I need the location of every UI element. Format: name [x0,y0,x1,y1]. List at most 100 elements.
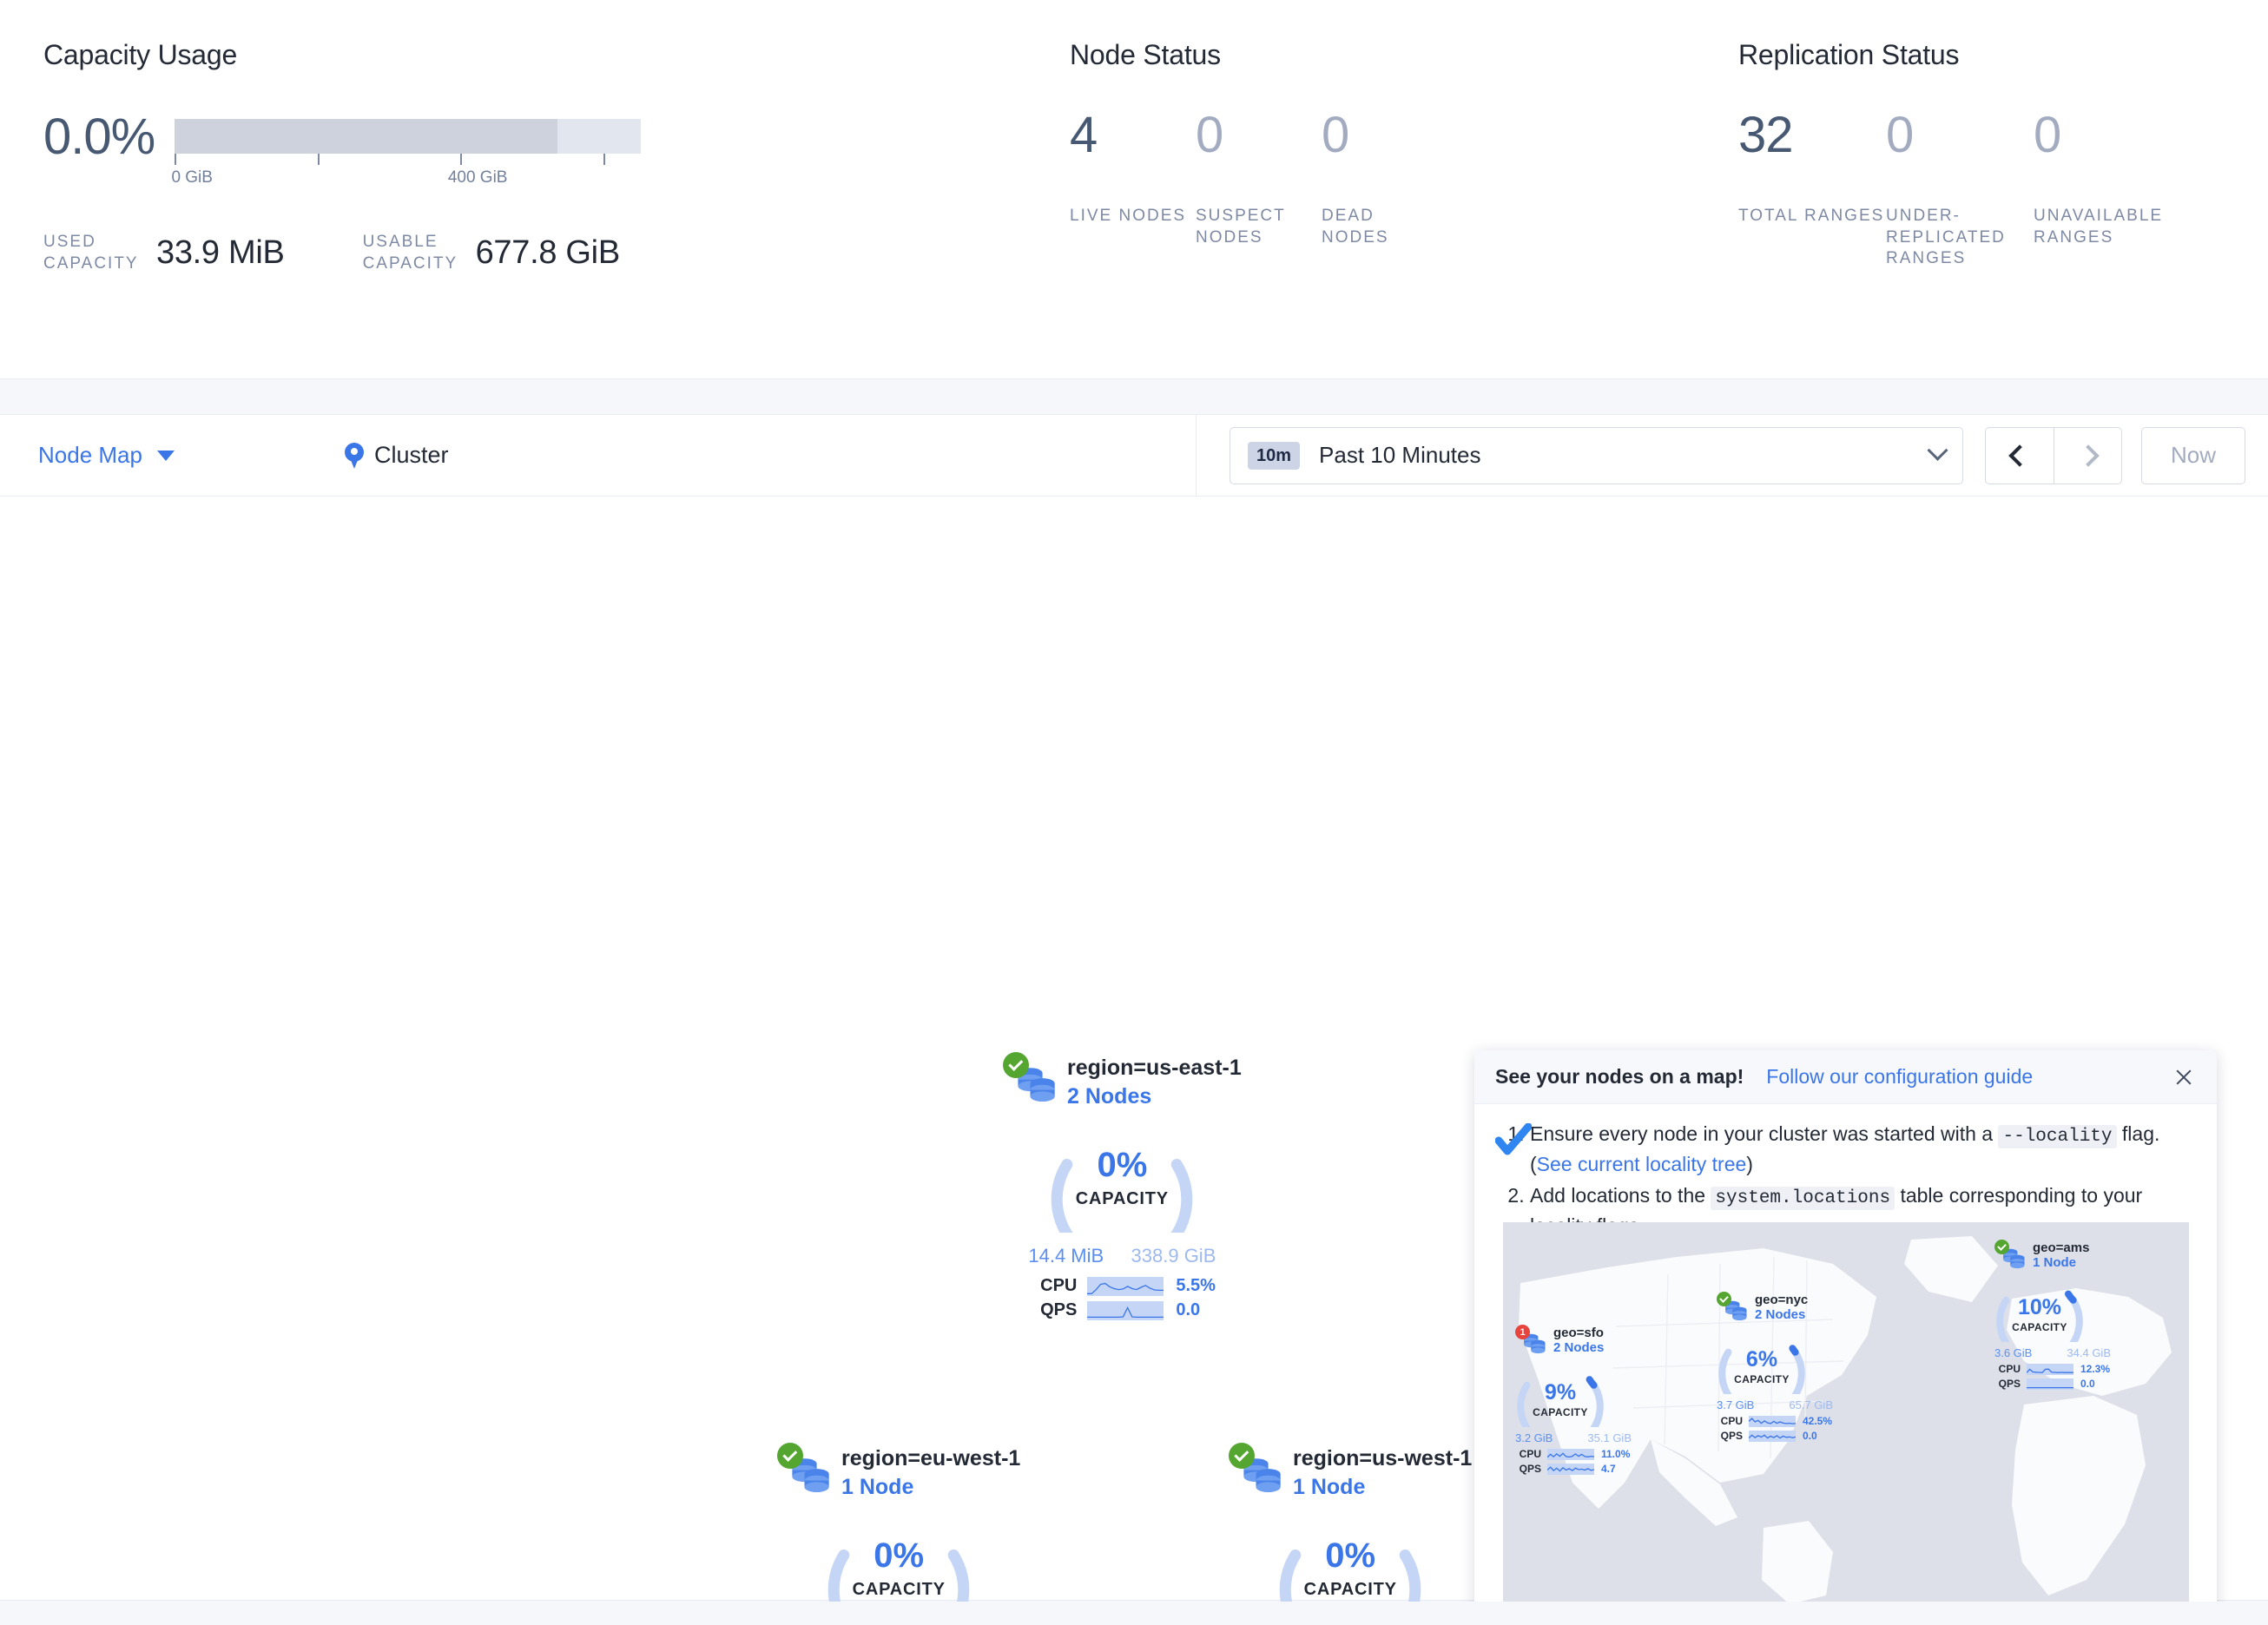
capacity-bar-chart: 0 GiB 400 GiB [171,119,642,194]
locality-region-label: region=eu-west-1 [841,1446,1021,1470]
capacity-axis-tick [603,154,605,166]
map-used-value: 3.2 GiB [1515,1431,1553,1444]
map-qps-row: QPS 0.0 [1994,1378,2111,1390]
stat-value: 0 [1322,107,1349,164]
stat-label: TOTAL RANGES [1738,207,1885,226]
capacity-axis-tick-label: 400 GiB [447,168,508,188]
time-nav-group [1985,426,2122,484]
cpu-sparkline-icon [1546,1448,1595,1460]
stat-item: 0 UNAVAILABLE RANGES [2034,110,2181,269]
usable-capacity-label: USABLE CAPACITY [362,233,458,273]
close-icon[interactable] [2172,1065,2196,1089]
database-stack-icon [1717,1292,1750,1325]
map-marker-names: geo=ams 1 Node [2033,1240,2089,1270]
map-cpu-value: 42.5% [1803,1415,1833,1427]
time-prev-button[interactable] [1986,428,2054,484]
gauge-caption: CAPACITY [852,1580,946,1599]
time-range-select[interactable]: 10m Past 10 Minutes [1230,426,1963,484]
gauge-percent: 0% [1325,1536,1376,1575]
used-capacity-metric: USED CAPACITY 33.9 MiB [43,232,285,274]
status-warning-icon: 1 [1515,1325,1530,1339]
guide-step-2-text-a: Add locations to the [1530,1184,1711,1207]
replication-status-title: Replication Status [1738,39,1960,70]
map-cpu-value: 11.0% [1601,1448,1631,1460]
usable-capacity-metric: USABLE CAPACITY 677.8 GiB [362,232,621,274]
cpu-sparkline-row: CPU 5.5% [1028,1276,1216,1296]
locality-card-names: region=us-east-1 2 Nodes [1067,1052,1242,1109]
summary-bar: Capacity Usage 0.0% 0 GiB 400 GiB USED CA… [0,0,2268,379]
map-gauge-caption: CAPACITY [2012,1321,2067,1333]
map-qps-row: QPS 0.0 [1717,1430,1833,1442]
used-capacity-label: USED CAPACITY [43,233,139,273]
guide-panel-body: Ensure every node in your cluster was st… [1474,1104,2217,1240]
gauge-caption: CAPACITY [1075,1189,1169,1208]
map-cpu-label: CPU [1998,1363,2021,1375]
view-selector[interactable]: Node Map [38,442,175,469]
node-status-stats: 4 LIVE NODES 0 SUSPECT NODES 0 DEAD NODES [1070,110,1711,248]
locality-card[interactable]: region=us-east-1 2 Nodes 0% CAPACITY 14.… [1003,1052,1242,1320]
node-status-title: Node Status [1070,39,1221,70]
map-gauge-percent: 6% [1745,1347,1778,1372]
status-ok-icon [1229,1443,1255,1469]
checkmark-icon [1495,1123,1532,1155]
stat-label: SUSPECT NODES [1196,207,1286,247]
gauge-total-value: 338.9 GiB [1131,1245,1216,1266]
status-ok-icon [1003,1052,1029,1078]
map-gauge-percent: 10% [2017,1295,2062,1319]
cpu-sparkline-icon [1748,1415,1797,1427]
locality-card-header: region=eu-west-1 1 Node [777,1443,1020,1500]
stat-value: 0 [2034,107,2061,164]
breadcrumb[interactable]: Cluster [344,442,449,469]
map-cpu-row: CPU 42.5% [1717,1415,1833,1427]
world-map-illustration [1503,1222,2189,1604]
time-next-button[interactable] [2054,427,2121,484]
map-region-label: geo=nyc [1755,1293,1809,1307]
cpu-value: 5.5% [1176,1276,1216,1295]
capacity-percent: 0.0% [43,109,155,166]
locality-region-label: region=us-west-1 [1293,1446,1473,1470]
toolbar-left: Node Map Cluster [0,415,1197,496]
qps-sparkline-icon [1087,1300,1164,1320]
map-capacity-numbers: 3.2 GiB 35.1 GiB [1515,1431,1632,1444]
locality-flag-code: --locality [1998,1125,2117,1148]
stat-value: 4 [1070,107,1098,164]
status-ok-icon [777,1443,803,1469]
qps-value: 0.0 [1176,1300,1201,1319]
locality-guide-panel: See your nodes on a map! Follow our conf… [1474,1050,2217,1625]
map-node-count: 1 Node [2033,1255,2077,1270]
map-pin-icon [344,442,364,469]
capacity-usage-title: Capacity Usage [43,39,238,70]
map-marker-header: geo=ams 1 Node [1994,1240,2111,1273]
locality-tree-link[interactable]: See current locality tree [1536,1152,1747,1175]
now-button[interactable]: Now [2141,426,2245,484]
guide-panel-title: See your nodes on a map! [1495,1065,1744,1088]
cpu-sparkline-icon [2026,1363,2074,1375]
stat-label: LIVE NODES [1070,207,1187,226]
locality-node-count: 1 Node [1293,1475,1366,1499]
cpu-sparkline-icon [1087,1276,1164,1296]
map-cpu-label: CPU [1720,1415,1743,1427]
capacity-axis-tick [317,154,320,166]
map-locality-marker: geo=ams 1 Node 10% CAPACITY 3.6 GiB 34.4… [1994,1240,2111,1390]
stat-value: 0 [1886,107,1914,164]
replication-status-stats: 32 TOTAL RANGES 0 UNDER- REPLICATED RANGES 0… [1738,110,2268,269]
map-used-value: 3.7 GiB [1717,1398,1755,1411]
guide-step-1-text-b: flag. ( [1530,1122,2160,1175]
guide-step-1-text-c: ) [1746,1152,1753,1175]
database-stack-icon [1994,1240,2027,1273]
map-node-count: 2 Nodes [1755,1307,1806,1322]
map-qps-row: QPS 4.7 [1515,1463,1632,1475]
chevron-down-icon [1927,439,1948,461]
map-capacity-gauge: 9% CAPACITY [1515,1363,1605,1427]
guide-step-1-text-a: Ensure every node in your cluster was st… [1530,1122,1999,1145]
locality-card[interactable]: region=eu-west-1 1 Node 0% CAPACITY 9.9 … [777,1443,1020,1625]
map-qps-value: 4.7 [1601,1463,1616,1475]
chevron-left-icon [2008,444,2031,467]
map-cpu-label: CPU [1519,1448,1541,1460]
map-gauge-caption: CAPACITY [1734,1373,1790,1385]
guide-step-list: Ensure every node in your cluster was st… [1507,1120,2191,1240]
node-map-canvas: region=us-east-1 2 Nodes 0% CAPACITY 1 4.… [0,497,2268,1625]
map-locality-marker: 1 geo=sfo 2 Nodes 9% CAPACITY 3.2 GiB 35 [1515,1325,1632,1475]
locality-card[interactable]: region=us-west-1 1 Node 0% CAPACITY 9.6 … [1229,1443,1472,1625]
guide-config-link[interactable]: Follow our configuration guide [1766,1065,2034,1088]
